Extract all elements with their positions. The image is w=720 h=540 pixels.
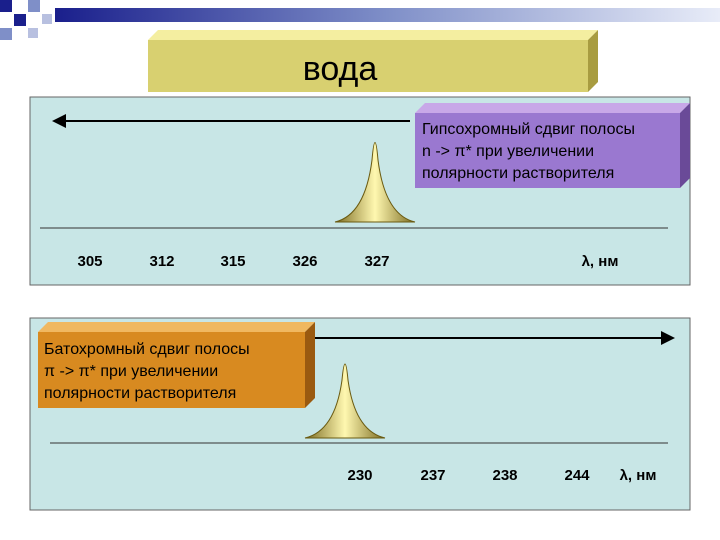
title-box: вода [148,30,598,92]
title: вода [303,50,378,88]
scale-label: 244 [564,467,590,484]
info-box: Батохромный сдвиг полосы π -> π* при уве… [38,322,315,408]
scale-label: 312 [149,253,174,270]
peak [334,142,416,223]
scale-label: 326 [292,253,317,270]
box-line: Гипсохромный сдвиг полосы [422,121,635,138]
scale-label: 305 [77,253,102,270]
scale-label: 315 [220,253,245,270]
box-line: полярности растворителя [44,385,236,402]
scale-label: 327 [364,253,389,270]
peak [304,363,386,439]
box-line: π -> π* при увеличении [44,363,218,380]
box-line: Батохромный сдвиг полосы [44,341,250,358]
decor [0,0,720,40]
axis-label: λ, нм [582,253,619,270]
box-line: полярности растворителя [422,165,614,182]
panel: Гипсохромный сдвиг полосы n -> π* при ув… [29,96,691,286]
panel: Батохромный сдвиг полосы π -> π* при уве… [29,317,691,511]
info-box: Гипсохромный сдвиг полосы n -> π* при ув… [415,103,690,188]
scale-label: 230 [347,467,372,484]
arrowhead [52,114,66,128]
arrowhead [661,331,675,345]
scale-label: 237 [420,467,445,484]
box-line: n -> π* при увеличении [422,143,594,160]
scale-label: 238 [492,467,517,484]
axis-label: λ, нм [620,467,657,484]
